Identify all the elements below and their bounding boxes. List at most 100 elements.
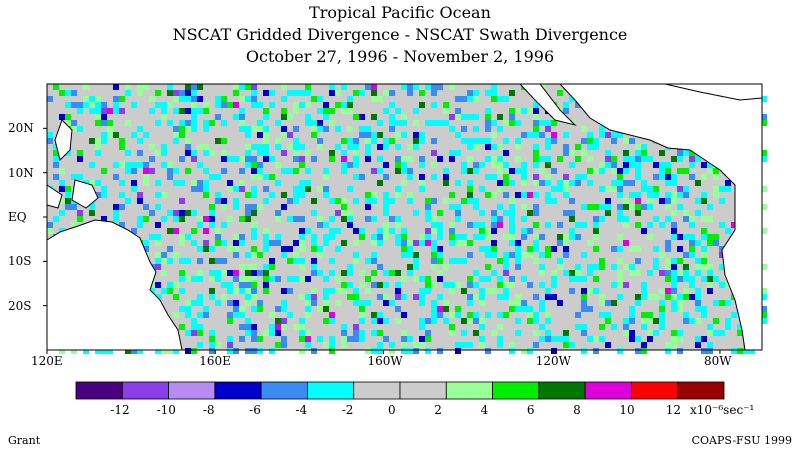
field-cell: [347, 102, 353, 108]
field-cell: [491, 174, 497, 180]
field-cell: [761, 306, 767, 312]
field-cell: [575, 276, 581, 282]
field-cell: [605, 132, 611, 138]
field-cell: [623, 150, 629, 156]
field-cell: [239, 264, 245, 270]
colorbar-tick-label: 2: [434, 403, 442, 417]
field-cell: [239, 180, 245, 186]
field-cell: [173, 312, 179, 318]
field-cell: [323, 108, 329, 114]
field-cell: [671, 282, 677, 288]
field-cell: [365, 300, 371, 306]
field-cell: [683, 234, 689, 240]
field-cell: [707, 282, 713, 288]
field-cell: [143, 168, 149, 174]
field-cell: [407, 174, 413, 180]
field-cell: [623, 156, 629, 162]
field-cell: [443, 264, 449, 270]
field-cell: [617, 210, 623, 216]
field-cell: [761, 312, 767, 318]
field-cell: [563, 246, 569, 252]
field-cell: [107, 126, 113, 132]
field-cell: [437, 276, 443, 282]
field-cell: [455, 240, 461, 246]
field-cell: [491, 330, 497, 336]
field-cell: [53, 144, 59, 150]
field-cell: [491, 288, 497, 294]
field-cell: [533, 156, 539, 162]
field-cell: [587, 132, 593, 138]
field-cell: [137, 162, 143, 168]
field-cell: [503, 180, 509, 186]
field-cell: [299, 348, 305, 354]
field-cell: [557, 264, 563, 270]
field-cell: [155, 234, 161, 240]
field-cell: [191, 228, 197, 234]
field-cell: [485, 312, 491, 318]
field-cell: [77, 174, 83, 180]
field-cell: [479, 294, 485, 300]
field-cell: [461, 168, 467, 174]
field-cell: [641, 180, 647, 186]
field-cell: [239, 276, 245, 282]
field-cell: [365, 150, 371, 156]
field-cell: [605, 300, 611, 306]
field-cell: [179, 306, 185, 312]
field-cell: [239, 306, 245, 312]
field-cell: [209, 216, 215, 222]
field-cell: [605, 210, 611, 216]
field-cell: [137, 222, 143, 228]
field-cell: [647, 330, 653, 336]
field-cell: [353, 144, 359, 150]
field-cell: [245, 204, 251, 210]
field-cell: [353, 240, 359, 246]
field-cell: [389, 114, 395, 120]
field-cell: [83, 84, 89, 90]
field-cell: [533, 318, 539, 324]
field-cell: [671, 198, 677, 204]
field-cell: [263, 228, 269, 234]
field-cell: [371, 96, 377, 102]
field-cell: [707, 168, 713, 174]
field-cell: [395, 240, 401, 246]
field-cell: [665, 168, 671, 174]
field-cell: [197, 180, 203, 186]
field-cell: [491, 228, 497, 234]
field-cell: [563, 174, 569, 180]
field-cell: [707, 162, 713, 168]
field-cell: [311, 264, 317, 270]
field-cell: [425, 348, 431, 354]
field-cell: [521, 216, 527, 222]
field-cell: [107, 348, 113, 354]
field-cell: [665, 198, 671, 204]
field-cell: [395, 288, 401, 294]
field-cell: [671, 156, 677, 162]
field-cell: [389, 342, 395, 348]
field-cell: [653, 264, 659, 270]
field-cell: [173, 282, 179, 288]
field-cell: [539, 234, 545, 240]
colorbar-tick-label: -10: [156, 403, 176, 417]
field-cell: [737, 348, 743, 354]
field-cell: [83, 102, 89, 108]
field-cell: [395, 156, 401, 162]
field-cell: [641, 312, 647, 318]
field-cell: [629, 306, 635, 312]
field-cell: [581, 348, 587, 354]
field-cell: [653, 246, 659, 252]
field-cell: [185, 210, 191, 216]
field-cell: [617, 348, 623, 354]
field-cell: [221, 294, 227, 300]
field-cell: [509, 204, 515, 210]
field-cell: [317, 120, 323, 126]
field-cell: [365, 84, 371, 90]
field-cell: [461, 258, 467, 264]
field-cell: [725, 228, 731, 234]
field-cell: [599, 294, 605, 300]
field-cell: [227, 300, 233, 306]
field-cell: [545, 294, 551, 300]
field-cell: [647, 204, 653, 210]
field-cell: [659, 324, 665, 330]
field-cell: [191, 186, 197, 192]
field-cell: [449, 288, 455, 294]
